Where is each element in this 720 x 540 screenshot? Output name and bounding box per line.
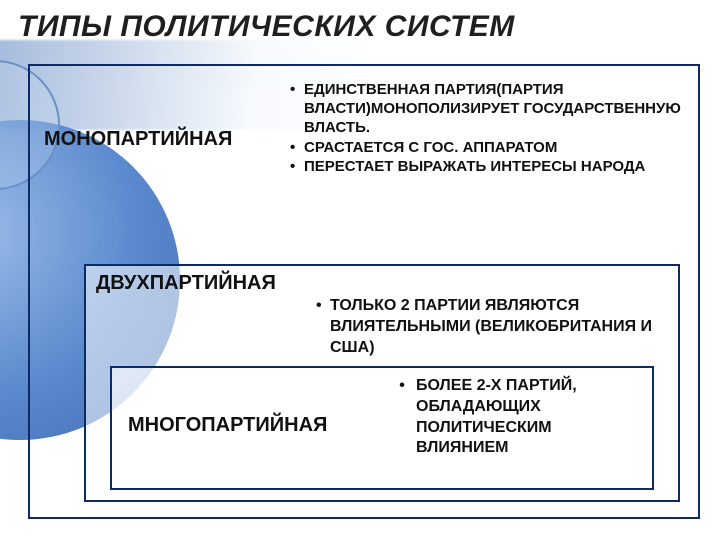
bullets-twoparty: • ТОЛЬКО 2 ПАРТИИ ЯВЛЯЮТСЯ ВЛИЯТЕЛЬНЫМИ … xyxy=(316,296,674,358)
bullet-dot-icon: • xyxy=(290,138,304,157)
bullet-dot-icon: • xyxy=(316,296,330,358)
bullet-text: ПЕРЕСТАЕТ ВЫРАЖАТЬ ИНТЕРЕСЫ НАРОДА xyxy=(304,157,688,176)
bullet-item: • ЕДИНСТВЕННАЯ ПАРТИЯ(ПАРТИЯ ВЛАСТИ)МОНО… xyxy=(290,80,688,138)
bullet-text: ТОЛЬКО 2 ПАРТИИ ЯВЛЯЮТСЯ ВЛИЯТЕЛЬНЫМИ (В… xyxy=(330,296,674,358)
bullet-dot-icon: • xyxy=(290,80,304,138)
bullet-text: СРАСТАЕТСЯ С ГОС. АППАРАТОМ xyxy=(304,138,688,157)
label-twoparty: ДВУХПАРТИЙНАЯ xyxy=(96,272,276,295)
bullet-dot-icon: • xyxy=(290,157,304,176)
bullet-item: • ТОЛЬКО 2 ПАРТИИ ЯВЛЯЮТСЯ ВЛИЯТЕЛЬНЫМИ … xyxy=(316,296,674,358)
label-monoparty: МОНОПАРТИЙНАЯ xyxy=(44,128,232,151)
slide-title: ТИПЫ ПОЛИТИЧЕСКИХ СИСТЕМ xyxy=(18,10,702,44)
bullet-dot-icon: • xyxy=(388,376,416,459)
bullet-item: • СРАСТАЕТСЯ С ГОС. АППАРАТОМ xyxy=(290,138,688,157)
bullets-monoparty: • ЕДИНСТВЕННАЯ ПАРТИЯ(ПАРТИЯ ВЛАСТИ)МОНО… xyxy=(290,80,688,176)
bullet-text: БОЛЕЕ 2-Х ПАРТИЙ, ОБЛАДАЮЩИХ ПОЛИТИЧЕСКИ… xyxy=(416,376,646,459)
bullet-item: • ПЕРЕСТАЕТ ВЫРАЖАТЬ ИНТЕРЕСЫ НАРОДА xyxy=(290,157,688,176)
slide: ТИПЫ ПОЛИТИЧЕСКИХ СИСТЕМ МОНОПАРТИЙНАЯ •… xyxy=(0,0,720,540)
outer-frame: МОНОПАРТИЙНАЯ • ЕДИНСТВЕННАЯ ПАРТИЯ(ПАРТ… xyxy=(28,64,700,519)
label-multiparty: МНОГОПАРТИЙНАЯ xyxy=(128,414,327,437)
box-multiparty: МНОГОПАРТИЙНАЯ • БОЛЕЕ 2-Х ПАРТИЙ, ОБЛАД… xyxy=(110,366,654,490)
bullet-text: ЕДИНСТВЕННАЯ ПАРТИЯ(ПАРТИЯ ВЛАСТИ)МОНОПО… xyxy=(304,80,688,138)
bullets-multiparty: • БОЛЕЕ 2-Х ПАРТИЙ, ОБЛАДАЮЩИХ ПОЛИТИЧЕС… xyxy=(388,376,646,459)
box-twoparty: ДВУХПАРТИЙНАЯ • ТОЛЬКО 2 ПАРТИИ ЯВЛЯЮТСЯ… xyxy=(84,264,680,502)
bullet-item: • БОЛЕЕ 2-Х ПАРТИЙ, ОБЛАДАЮЩИХ ПОЛИТИЧЕС… xyxy=(388,376,646,459)
